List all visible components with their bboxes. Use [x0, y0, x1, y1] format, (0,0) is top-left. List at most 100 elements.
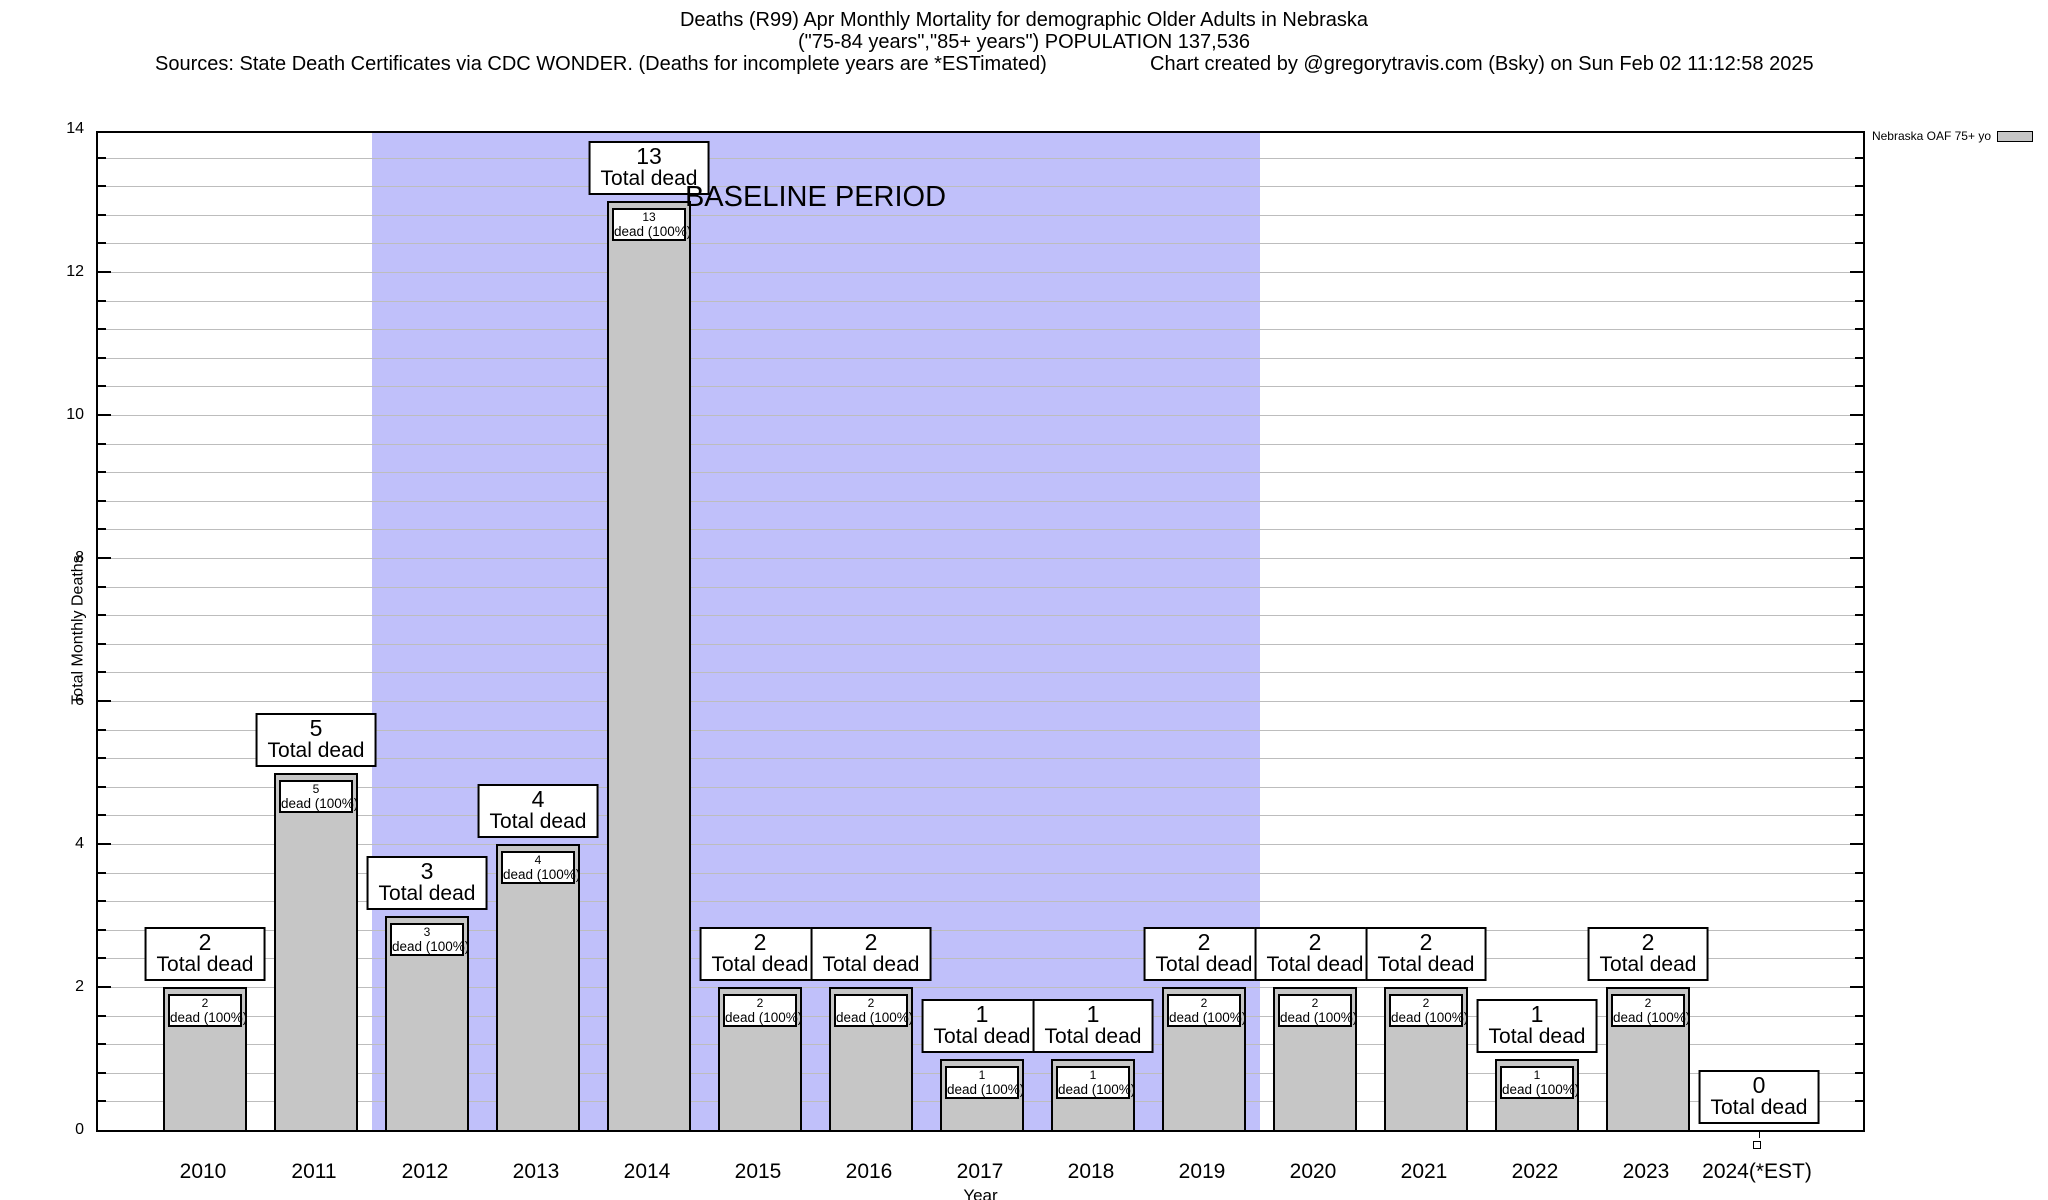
axis-tick	[98, 1071, 106, 1074]
bar-inner-caption: dead (100%)	[503, 867, 581, 882]
bar-inner-value: 5	[312, 781, 320, 796]
chart-subtitle: ("75-84 years","85+ years") POPULATION 1…	[797, 31, 1251, 53]
bar-inner-label: 4 dead (100%)	[501, 851, 581, 884]
bar-inner-value: 4	[534, 853, 542, 867]
bar-total-caption: Total dead	[1710, 1096, 1808, 1119]
gridline	[98, 929, 1863, 931]
legend: Nebraska OAF 75+ yo	[1872, 129, 2033, 143]
gridline	[98, 815, 1863, 817]
x-tick-label-2020: 2020	[1289, 1160, 1337, 1183]
chart-title: Deaths (R99) Apr Monthly Mortality for d…	[679, 9, 1369, 31]
axis-tick	[1855, 242, 1863, 245]
axis-tick	[1855, 299, 1863, 302]
y-tick-label-4: 4	[75, 835, 84, 852]
bar-inner-caption: dead (100%)	[836, 1010, 914, 1025]
bar-total-label: 13 Total dead	[588, 140, 710, 195]
bar-total-label: 2 Total dead	[1143, 927, 1265, 981]
bar-inner-caption: dead (100%)	[1613, 1010, 1691, 1025]
axis-tick	[98, 900, 106, 903]
bar-total-caption: Total dead	[822, 953, 920, 976]
bar-total-label: 2 Total dead	[699, 927, 821, 981]
axis-tick	[98, 814, 106, 817]
axis-tick	[98, 528, 106, 531]
bar-inner-caption: dead (100%)	[1391, 1010, 1469, 1025]
x-tick-label-2010: 2010	[179, 1160, 227, 1183]
x-tick-label-2024(*EST): 2024(*EST)	[1702, 1160, 1812, 1183]
bar-total-caption: Total dead	[1488, 1024, 1586, 1048]
axis-tick	[1855, 442, 1863, 445]
axis-tick	[1855, 1071, 1863, 1074]
bar-inner-value: 2	[1200, 996, 1208, 1010]
axis-tick	[98, 986, 111, 988]
gridline	[98, 529, 1863, 531]
bar-total-value: 1	[975, 1000, 989, 1027]
axis-tick	[98, 213, 106, 216]
bar-inner-caption: dead (100%)	[947, 1081, 1025, 1097]
axis-tick	[1850, 700, 1863, 702]
bar-total-caption: Total dead	[1266, 953, 1364, 976]
bar-inner-label: 1 dead (100%)	[1056, 1065, 1136, 1099]
axis-tick	[98, 414, 111, 416]
axis-tick	[98, 356, 106, 359]
x-tick-label-2023: 2023	[1622, 1160, 1670, 1183]
x-tick-label-2012: 2012	[401, 1160, 449, 1183]
axis-tick	[98, 728, 106, 731]
bar-total-value: 1	[1530, 1000, 1544, 1027]
bar-inner-value: 1	[1533, 1067, 1541, 1082]
sources-note: Sources: State Death Certificates via CD…	[155, 53, 1047, 75]
axis-tick	[98, 1043, 106, 1046]
legend-series-label: Nebraska OAF 75+ yo	[1871, 129, 1991, 143]
x-tick-label-2019: 2019	[1178, 1160, 1226, 1183]
plot-area: 2 dead (100%) 2 Total dead 5 dead (100%) 5 Tota…	[96, 131, 1865, 1138]
bar-inner-value: 2	[1644, 996, 1652, 1010]
axis-tick	[1855, 757, 1863, 760]
bar-total-caption: Total dead	[711, 953, 809, 976]
bar-inner-caption: dead (100%)	[1058, 1081, 1136, 1097]
bar-2013	[496, 844, 580, 1130]
gridline	[98, 643, 1863, 645]
x-tick-label-2021: 2021	[1400, 1160, 1448, 1183]
gridline	[98, 987, 1863, 988]
axis-tick	[1855, 471, 1863, 474]
bar-inner-label: 2 dead (100%)	[1167, 994, 1246, 1027]
gridline	[98, 357, 1863, 359]
axis-tick	[98, 757, 106, 760]
gridline	[98, 386, 1863, 388]
bar-total-value: 5	[309, 714, 323, 741]
zero-bar-marker	[1753, 1141, 1761, 1149]
axis-tick	[98, 700, 111, 702]
bar-total-label: 1 Total dead	[1476, 998, 1598, 1053]
gridline	[98, 329, 1863, 331]
axis-tick	[98, 557, 111, 559]
x-axis-title: Year	[963, 1186, 998, 1200]
axis-tick	[1855, 499, 1863, 502]
bar-inner-label: 1 dead (100%)	[945, 1065, 1025, 1099]
gridline	[98, 214, 1863, 216]
bar-inner-value: 2	[756, 996, 764, 1010]
axis-tick	[98, 671, 106, 674]
gridline	[98, 157, 1863, 159]
bar-2014	[607, 200, 691, 1130]
axis-tick	[98, 271, 111, 273]
bar-total-label: 0 Total dead	[1698, 1070, 1820, 1124]
legend-swatch-icon	[1997, 130, 2033, 142]
y-tick-label-6: 6	[75, 692, 84, 709]
bar-inner-caption: dead (100%)	[725, 1010, 803, 1025]
axis-tick	[98, 242, 106, 245]
axis-tick	[98, 471, 106, 474]
axis-tick	[98, 957, 106, 960]
bar-inner-label: 2 dead (100%)	[1278, 994, 1357, 1027]
axis-tick	[98, 928, 106, 931]
gridline	[98, 701, 1863, 702]
bar-inner-value: 2	[1311, 996, 1319, 1010]
bar-inner-value: 1	[1089, 1067, 1097, 1082]
axis-tick	[98, 585, 106, 588]
baseline-period-label: BASELINE PERIOD	[684, 181, 947, 213]
gridline	[98, 300, 1863, 302]
axis-tick	[1855, 356, 1863, 359]
bar-total-label: 4 Total dead	[477, 784, 599, 838]
axis-tick	[1850, 986, 1863, 988]
axis-tick	[98, 185, 106, 188]
axis-tick	[1855, 728, 1863, 731]
